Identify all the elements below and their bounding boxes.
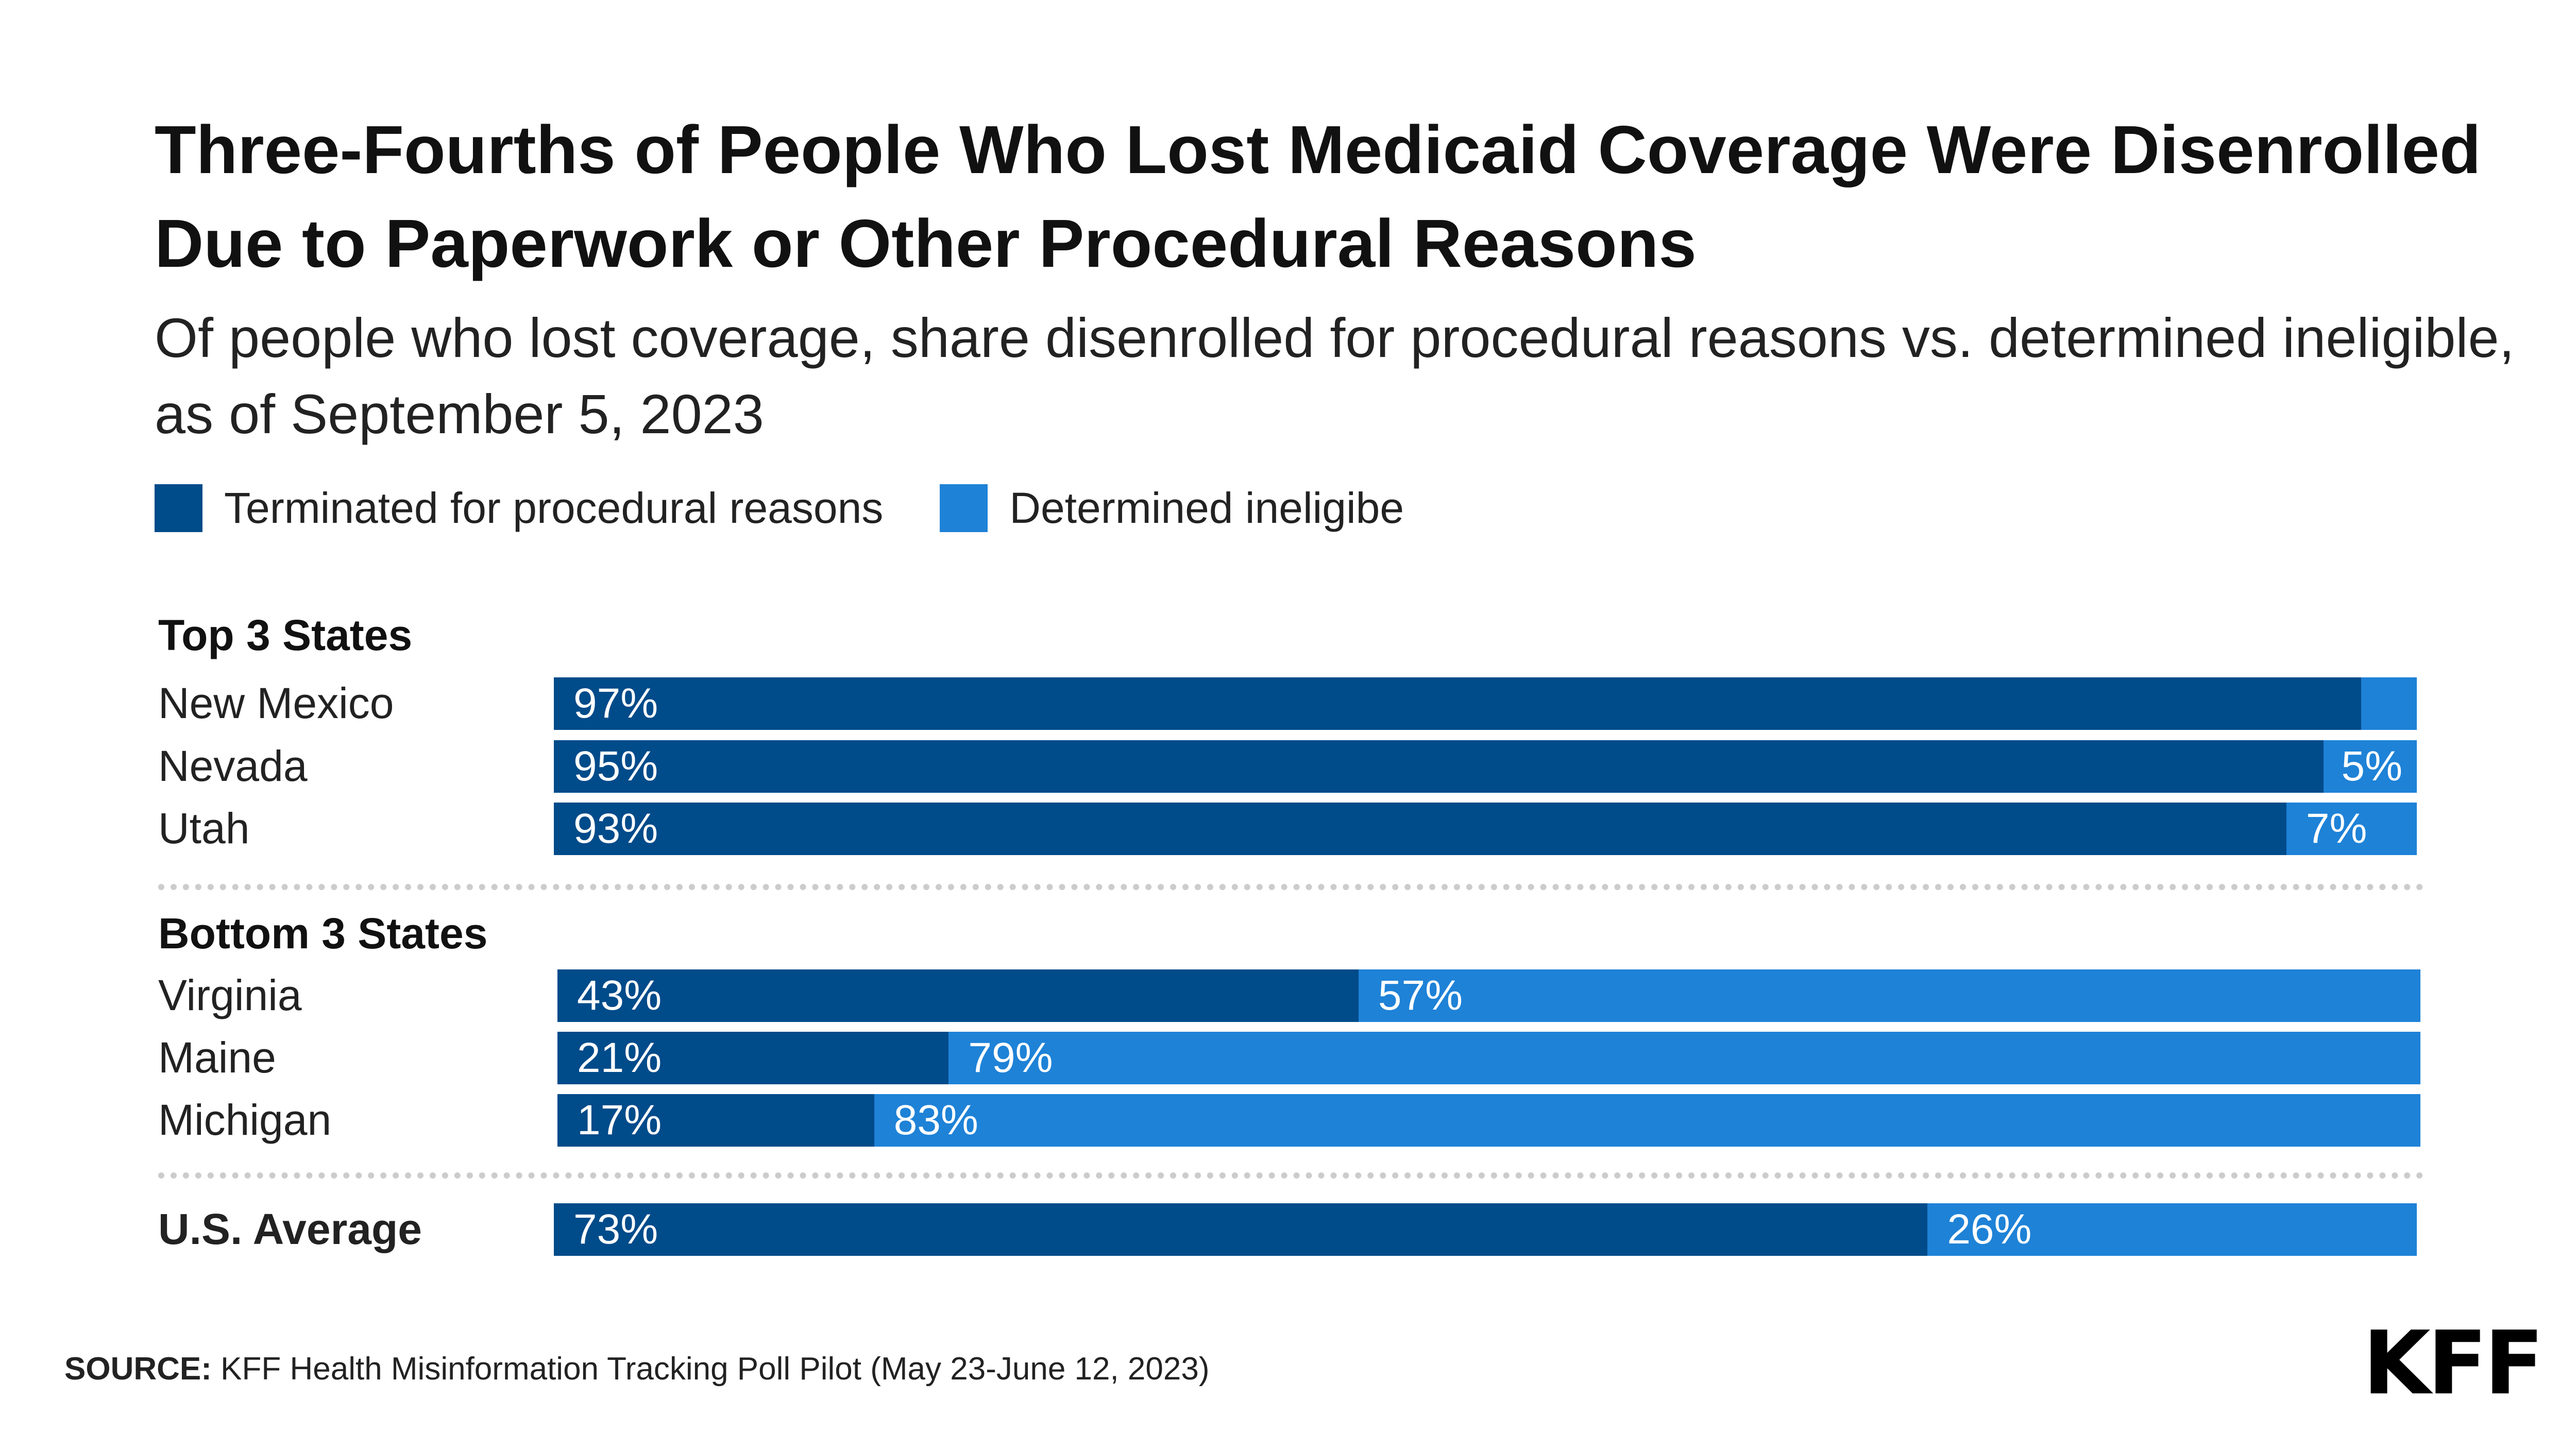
section-divider — [158, 1172, 2424, 1179]
category-label: U.S. Average — [158, 1205, 422, 1253]
category-label: Virginia — [158, 971, 302, 1019]
bar-segment-procedural: 21% — [557, 1032, 949, 1084]
data-label-ineligible: 26% — [1947, 1206, 2032, 1253]
legend: Terminated for procedural reasons Determ… — [155, 483, 2550, 533]
source-text: KFF Health Misinformation Tracking Poll … — [221, 1351, 1210, 1387]
data-label-procedural: 93% — [573, 805, 658, 852]
legend-swatch-procedural — [155, 484, 202, 532]
data-label-ineligible: 83% — [893, 1097, 978, 1144]
bar-segment-procedural: 73% — [554, 1203, 1928, 1256]
legend-label-ineligible: Determined ineligibe — [1009, 484, 1404, 532]
stacked-bar: 43% 57% — [557, 969, 2420, 1022]
data-label-procedural: 17% — [577, 1097, 662, 1144]
data-label-ineligible: 5% — [2341, 743, 2402, 790]
bar-segment-ineligible — [2361, 677, 2417, 730]
chart-title: Three-Fourths of People Who Lost Medicai… — [155, 112, 2481, 281]
bar-segment-procedural: 95% — [554, 740, 2324, 793]
stacked-bar: 97% — [554, 677, 2417, 730]
group-header: Bottom 3 States — [158, 909, 488, 958]
data-label-procedural: 97% — [573, 680, 658, 727]
legend-label-procedural: Terminated for procedural reasons — [224, 484, 884, 532]
legend-item-ineligible: Determined ineligibe — [940, 483, 1404, 533]
bar-segment-procedural: 93% — [554, 803, 2286, 855]
data-label-ineligible: 7% — [2306, 805, 2367, 852]
bar-segment-ineligible: 26% — [1927, 1203, 2417, 1256]
stacked-bar: 73% 26% — [554, 1203, 2417, 1256]
bar-segment-ineligible: 79% — [948, 1032, 2420, 1084]
source-label: SOURCE: — [64, 1351, 212, 1387]
bar-segment-procedural: 97% — [554, 677, 2361, 730]
bar-segment-ineligible: 5% — [2324, 740, 2417, 793]
data-label-procedural: 21% — [577, 1034, 662, 1081]
bar-segment-procedural: 17% — [557, 1094, 874, 1147]
chart-header: Three-Fourths of People Who Lost Medicai… — [155, 103, 2550, 533]
chart-subtitle: Of people who lost coverage, share disen… — [155, 306, 2515, 445]
data-label-ineligible: 57% — [1378, 972, 1463, 1019]
data-label-procedural: 73% — [573, 1206, 658, 1253]
category-label: Michigan — [158, 1096, 332, 1144]
legend-swatch-ineligible — [940, 484, 988, 532]
bar-segment-ineligible: 7% — [2286, 803, 2417, 855]
section-divider — [158, 884, 2424, 890]
category-label: Maine — [158, 1033, 276, 1082]
category-label: Utah — [158, 804, 250, 853]
stacked-bar: 21% 79% — [557, 1032, 2420, 1084]
bar-segment-ineligible: 83% — [874, 1094, 2420, 1147]
legend-item-procedural: Terminated for procedural reasons — [155, 483, 883, 533]
stacked-bar: 17% 83% — [557, 1094, 2420, 1147]
data-label-procedural: 43% — [577, 972, 662, 1019]
kff-logo: KFF — [2363, 1312, 2544, 1414]
stacked-bar: 95% 5% — [554, 740, 2417, 793]
data-label-ineligible: 79% — [968, 1034, 1053, 1081]
bar-segment-ineligible: 57% — [1358, 969, 2420, 1022]
source-note: SOURCE: KFF Health Misinformation Tracki… — [64, 1351, 1210, 1387]
stacked-bar: 93% 7% — [554, 803, 2417, 855]
category-label: New Mexico — [158, 679, 394, 727]
bar-segment-procedural: 43% — [557, 969, 1359, 1022]
category-label: Nevada — [158, 742, 308, 790]
group-header: Top 3 States — [158, 611, 413, 659]
data-label-procedural: 95% — [573, 743, 658, 790]
